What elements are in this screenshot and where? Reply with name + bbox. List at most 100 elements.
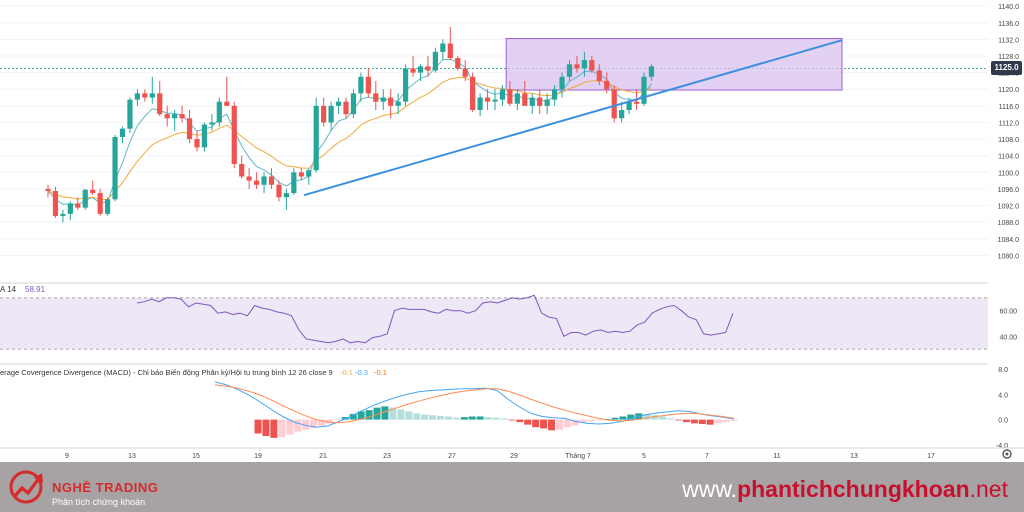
- candle-down: [142, 93, 148, 98]
- candle-up: [358, 76, 364, 94]
- candle-down: [633, 101, 640, 104]
- price-tick-label: 1100.0: [998, 170, 1019, 177]
- candle-up: [149, 93, 155, 98]
- rsi-panel: 60.00 40.00: [0, 282, 1017, 350]
- price-tick-label: 1116.0: [999, 104, 1019, 111]
- candle-up: [403, 68, 409, 102]
- candle-down: [484, 97, 491, 102]
- macd-histogram-bar: [436, 415, 444, 420]
- candle-down: [589, 60, 595, 71]
- macd-histogram-bar: [714, 419, 722, 424]
- candle-up: [306, 170, 312, 177]
- price-tick-label: 1120.0: [998, 87, 1019, 94]
- candle-up: [112, 137, 118, 200]
- candle-up: [172, 114, 178, 119]
- candle-up: [581, 60, 587, 69]
- macd-label: erage Covergence Divergence (MACD) - Chỉ…: [0, 368, 333, 377]
- candle-down: [373, 93, 379, 102]
- candle-down: [268, 176, 275, 185]
- candle-up: [544, 99, 550, 106]
- candle-down: [462, 68, 468, 77]
- site-suffix: .net: [969, 476, 1008, 502]
- candle-down: [425, 66, 431, 71]
- candle-down: [410, 68, 416, 73]
- macd-histogram-bar: [294, 419, 302, 432]
- price-tick-label: 1136.0: [998, 21, 1019, 28]
- candle-up: [566, 64, 573, 77]
- candle-down: [388, 97, 394, 106]
- macd-histogram-bar: [452, 417, 460, 420]
- time-tick-label: 21: [319, 453, 327, 460]
- macd-histogram-bar: [262, 419, 270, 437]
- price-tick-label: 1132.0: [998, 37, 1019, 44]
- macd-histogram-bar: [548, 419, 556, 431]
- macd-histogram-bar: [674, 419, 682, 421]
- macd-histogram-bar: [270, 419, 278, 438]
- rsi-band-fill: [0, 297, 988, 350]
- time-tick-label: 17: [927, 453, 935, 460]
- rsi-value: 58.91: [25, 285, 46, 294]
- macd-histogram-bar: [524, 419, 532, 425]
- candle-up: [119, 128, 126, 137]
- candle-up: [313, 105, 319, 171]
- candle-up: [201, 124, 208, 148]
- macd-histogram-bar: [500, 418, 508, 420]
- time-tick-label: 7: [705, 453, 709, 460]
- macd-histogram-bar: [698, 419, 706, 425]
- candle-up: [641, 76, 647, 104]
- candle-down: [470, 76, 476, 110]
- macd-histogram-bar: [540, 419, 548, 429]
- price-tick-label: 1092.0: [998, 204, 1020, 211]
- price-tick-label: 1108.0: [998, 137, 1019, 144]
- moving-averages: [47, 58, 652, 206]
- macd-tick-label: 4.0: [998, 392, 1008, 399]
- macd-histogram-bar: [286, 419, 294, 435]
- website-url[interactable]: www.phantichchungkhoan.net: [682, 476, 1008, 503]
- candle-down: [522, 93, 528, 106]
- price-tick-label: 1140.0: [998, 4, 1019, 11]
- price-axis: 1140.01136.01132.01128.01124.01120.01116…: [998, 4, 1020, 260]
- brand-name: NGHỀ TRADING: [52, 480, 159, 495]
- candle-down: [604, 80, 610, 90]
- time-tick-label: 27: [448, 453, 456, 460]
- candle-down: [276, 184, 282, 198]
- candle-down: [186, 118, 193, 140]
- macd-panel: 8.0 4.0 0.0 -4.0: [0, 363, 1008, 450]
- macd-histogram-bar: [555, 419, 563, 430]
- candle-down: [90, 189, 96, 194]
- candle-up: [82, 189, 88, 208]
- candle-up: [209, 122, 215, 125]
- candle-down: [52, 191, 59, 216]
- candle-up: [492, 99, 498, 102]
- price-tick-label: 1084.0: [998, 237, 1020, 244]
- macd-histogram-bar: [706, 419, 714, 425]
- candle-down: [97, 193, 103, 214]
- candle-down: [507, 89, 513, 104]
- candle-up: [432, 51, 438, 71]
- candle-down: [194, 139, 200, 148]
- macd-histogram-bar: [659, 416, 667, 420]
- footer-banner: NGHỀ TRADING Phân tích chứng khoán www.p…: [0, 462, 1024, 512]
- candlesticks: [45, 26, 655, 223]
- macd-histogram-bar: [302, 419, 310, 430]
- candle-up: [552, 89, 558, 100]
- macd-histogram-bar: [484, 417, 492, 420]
- macd-histogram-bar: [571, 419, 579, 426]
- macd-histogram-bar: [667, 418, 675, 420]
- macd-histogram-bar: [405, 411, 413, 420]
- candle-up: [440, 43, 446, 52]
- macd-histogram-bar: [611, 417, 619, 420]
- macd-histogram-bar: [397, 409, 405, 420]
- candle-up: [127, 99, 133, 129]
- candle-up: [514, 93, 520, 104]
- rsi-tick-label: 60.00: [999, 309, 1017, 316]
- settings-gear-icon[interactable]: [1002, 449, 1012, 459]
- time-tick-label: 19: [254, 453, 262, 460]
- candle-up: [283, 193, 289, 198]
- candle-down: [298, 172, 304, 177]
- macd-tick-label: 8.0: [998, 367, 1008, 374]
- candle-up: [395, 101, 401, 106]
- macd-histogram-bar: [333, 419, 341, 421]
- price-tick-label: 1080.0: [998, 253, 1020, 260]
- candle-up: [291, 172, 297, 194]
